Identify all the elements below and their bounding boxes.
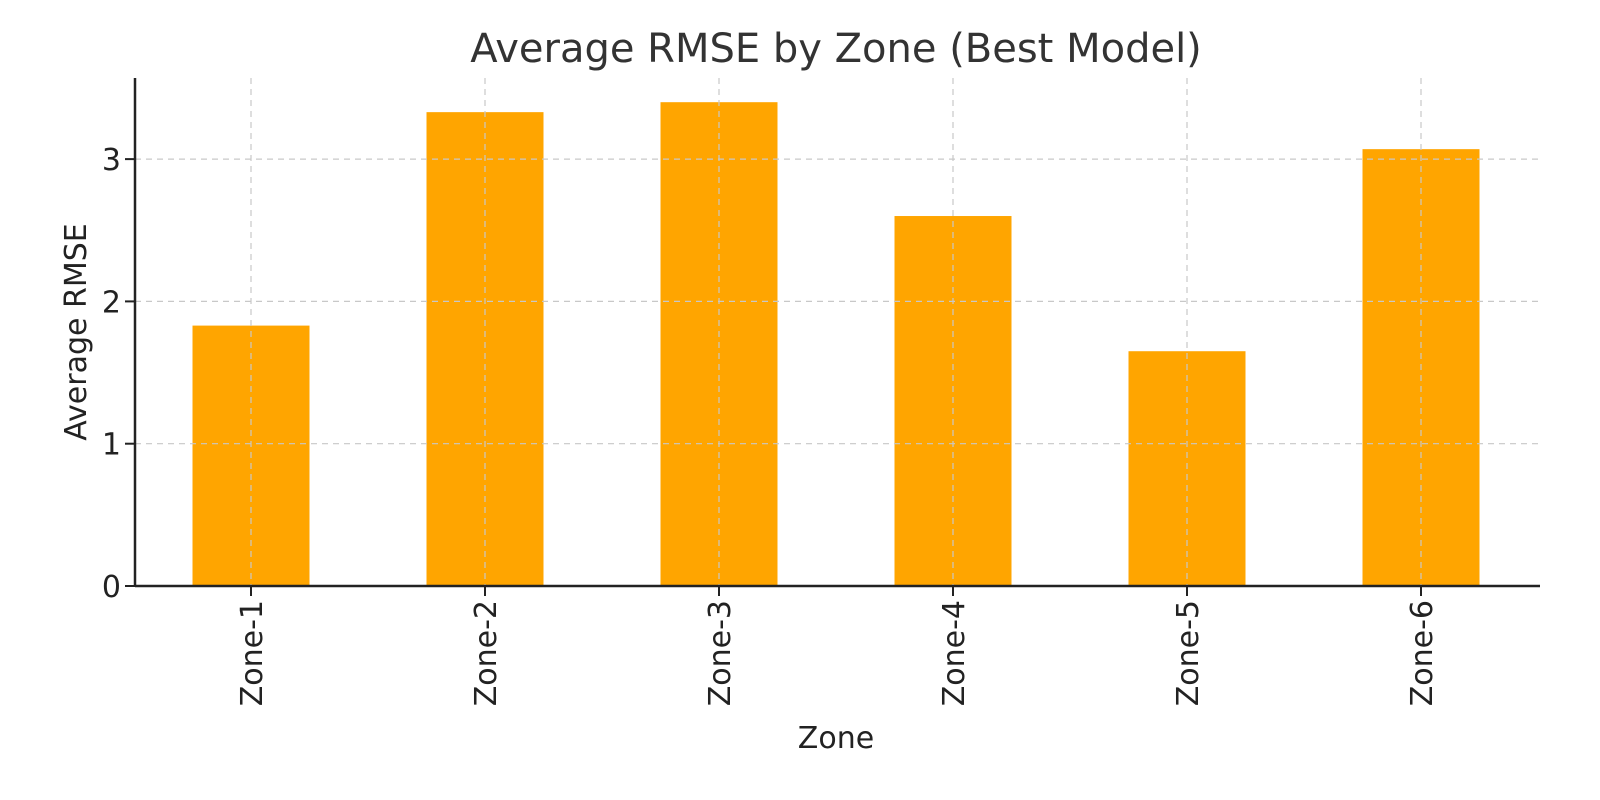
x-axis-label: Zone [798, 721, 874, 756]
y-tick-label: 1 [102, 428, 121, 463]
x-tick-label: Zone-4 [937, 600, 972, 706]
x-tick-label: Zone-2 [469, 600, 504, 706]
bars [192, 102, 1480, 587]
y-tick-label: 0 [102, 570, 121, 605]
x-tick-label: Zone-3 [703, 600, 738, 706]
x-gridlines [250, 78, 1422, 586]
bar-zone-2 [426, 112, 544, 587]
y-gridlines [135, 158, 1540, 445]
y-axis-ticks: 0 1 2 3 [102, 143, 135, 605]
x-axis-ticks: Zone-1 Zone-2 Zone-3 Zone-4 Zone-5 Zone-6 [235, 586, 1440, 706]
y-tick-label: 3 [102, 143, 121, 178]
y-axis-label: Average RMSE [59, 223, 94, 440]
chart-title: Average RMSE by Zone (Best Model) [470, 26, 1202, 72]
x-tick-label: Zone-6 [1405, 600, 1440, 706]
x-tick-label: Zone-5 [1171, 600, 1206, 706]
y-tick-label: 2 [102, 285, 121, 320]
x-tick-label: Zone-1 [235, 600, 270, 706]
